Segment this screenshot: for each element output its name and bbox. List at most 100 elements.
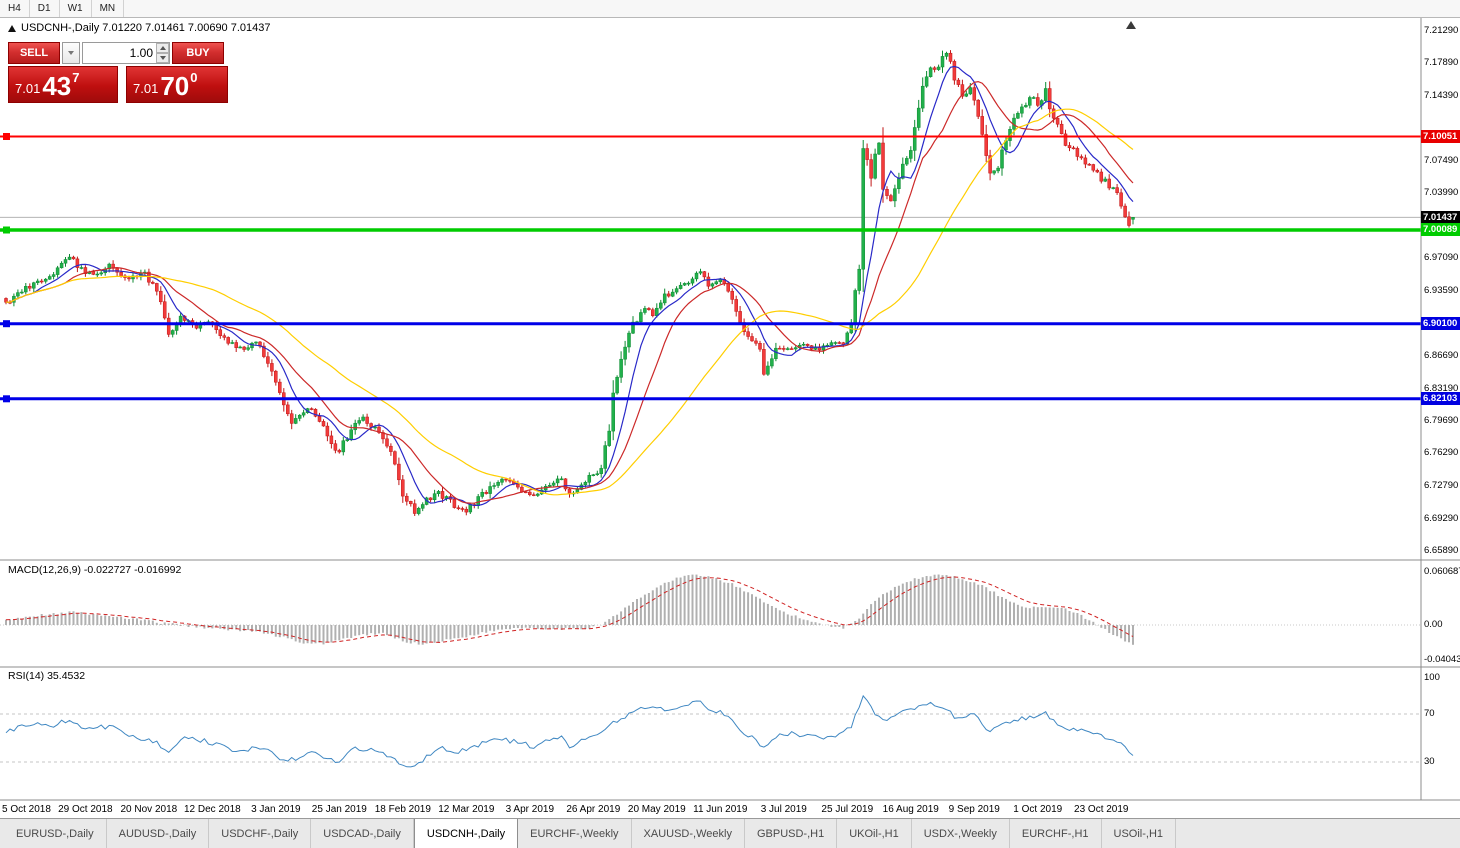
support-line-blue-upper-handle[interactable]	[3, 320, 10, 328]
price-chart-canvas[interactable]	[0, 18, 1460, 802]
price-axis-label: 7.17890	[1424, 56, 1459, 68]
timeframe-h4-button[interactable]: H4	[0, 0, 30, 17]
price-axis-label: 7.14390	[1424, 89, 1459, 101]
buy-price-pipette: 0	[190, 70, 198, 85]
sell-price-pipette: 7	[72, 70, 80, 85]
timeframe-mn-button[interactable]: MN	[92, 0, 125, 17]
price-axis-label: 6.79690	[1424, 415, 1459, 427]
buy-button[interactable]: BUY	[172, 42, 224, 64]
price-axis-label: 6.72790	[1424, 480, 1459, 492]
date-label: 26 Apr 2019	[566, 804, 621, 815]
date-label: 3 Apr 2019	[505, 804, 554, 815]
date-label: 29 Oct 2018	[58, 804, 113, 815]
buy-price-main: 70	[160, 71, 190, 102]
date-label: 25 Jul 2019	[821, 804, 874, 815]
chart-tab-usdchf-daily[interactable]: USDCHF-,Daily	[209, 819, 312, 848]
resistance-line-red-handle[interactable]	[3, 133, 10, 140]
volume-decrease-button[interactable]	[156, 53, 169, 63]
price-axis-label: 6.86690	[1424, 349, 1459, 361]
rsi-axis-label: 30	[1424, 756, 1435, 767]
date-label: 9 Sep 2019	[948, 804, 1000, 815]
date-label: 3 Jul 2019	[760, 804, 807, 815]
rsi-line	[5, 694, 1134, 768]
symbol-ohlc-text: USDCNH-,Daily 7.01220 7.01461 7.00690 7.…	[21, 22, 271, 34]
chart-tab-eurchf-weekly[interactable]: EURCHF-,Weekly	[518, 819, 632, 848]
chart-tab-usoil-h1[interactable]: USOil-,H1	[1102, 819, 1177, 848]
time-axis: 5 Oct 2018 29 Oct 2018 20 Nov 2018 12 Dec 2…	[0, 802, 1460, 818]
price-tag: 6.90100	[1421, 317, 1460, 331]
price-axis-label: 7.07490	[1424, 154, 1459, 166]
ma-fast-line	[6, 65, 1134, 506]
chart-tab-xauusd-weekly[interactable]: XAUUSD-,Weekly	[632, 819, 745, 848]
volume-increase-button[interactable]	[156, 43, 169, 53]
buy-price-prefix: 7.01	[133, 81, 159, 96]
chart-tab-bar: EURUSD-,Daily AUDUSD-,Daily USDCHF-,Daily U…	[0, 818, 1460, 848]
support-line-green-handle[interactable]	[3, 226, 10, 234]
macd-axis-label: 0.060687	[1424, 566, 1460, 577]
candles	[4, 50, 1135, 516]
price-axis-label: 6.97090	[1424, 252, 1459, 264]
chart-tab-usdcad-daily[interactable]: USDCAD-,Daily	[311, 819, 414, 848]
price-axis-label: 6.65890	[1424, 544, 1459, 556]
timeframe-w1-button[interactable]: W1	[60, 0, 92, 17]
volume-spinner	[156, 43, 169, 63]
trade-controls-row: SELL BUY	[8, 42, 228, 64]
chart-marker-icon	[8, 24, 16, 32]
price-tag: 6.82103	[1421, 392, 1460, 406]
chevron-down-icon	[68, 51, 74, 55]
symbol-info: USDCNH-,Daily 7.01220 7.01461 7.00690 7.…	[8, 22, 271, 34]
support-line-blue-lower-handle[interactable]	[3, 395, 10, 403]
rsi-axis-label: 100	[1424, 672, 1440, 683]
date-label: 23 Oct 2019	[1074, 804, 1129, 815]
price-tag: 7.10051	[1421, 129, 1460, 143]
chart-shift-marker-icon[interactable]	[1126, 21, 1136, 29]
buy-price-display[interactable]: 7.01 70 0	[126, 66, 228, 103]
price-tag: 7.01437	[1421, 210, 1460, 224]
volume-input[interactable]	[82, 42, 170, 64]
date-label: 1 Oct 2019	[1013, 804, 1063, 815]
chart-tab-eurusd-daily[interactable]: EURUSD-,Daily	[4, 819, 107, 848]
volume-field-wrap	[82, 42, 170, 64]
price-axis-label: 7.21290	[1424, 25, 1459, 36]
ma-slow-line	[6, 108, 1134, 496]
date-label: 3 Jan 2019	[251, 804, 301, 815]
macd-indicator-label: MACD(12,26,9) -0.022727 -0.016992	[8, 564, 182, 576]
macd-axis-label: 0.00	[1424, 619, 1443, 630]
date-label: 5 Oct 2018	[2, 804, 51, 815]
chart-tab-usdcnh-daily[interactable]: USDCNH-,Daily	[413, 819, 519, 848]
date-label: 16 Aug 2019	[882, 804, 939, 815]
date-label: 12 Dec 2018	[183, 804, 241, 815]
sell-button[interactable]: SELL	[8, 42, 60, 64]
date-label: 20 May 2019	[627, 804, 686, 815]
ma-mid-line	[6, 80, 1134, 504]
chart-tab-eurchf-h1[interactable]: EURCHF-,H1	[1010, 819, 1102, 848]
date-label: 12 Mar 2019	[438, 804, 495, 815]
macd-signal-line	[5, 576, 1134, 643]
price-axis-label: 6.93590	[1424, 284, 1459, 296]
timeframe-d1-button[interactable]: D1	[30, 0, 60, 17]
price-axis-label: 7.03990	[1424, 187, 1459, 199]
volume-dropdown-button[interactable]	[62, 42, 80, 64]
rsi-axis-label: 70	[1424, 708, 1435, 719]
price-axis-label: 6.69290	[1424, 513, 1459, 525]
chart-tab-gbpusd-h1[interactable]: GBPUSD-,H1	[745, 819, 838, 848]
sell-price-main: 43	[42, 71, 72, 102]
bid-ask-display: 7.01 43 7 7.01 70 0	[8, 66, 228, 103]
sell-price-prefix: 7.01	[15, 81, 41, 96]
sell-price-display[interactable]: 7.01 43 7	[8, 66, 118, 103]
date-label: 18 Feb 2019	[374, 804, 431, 815]
chart-window: USDCNH-,Daily 7.01220 7.01461 7.00690 7.…	[0, 18, 1460, 818]
price-axis-label: 6.76290	[1424, 447, 1459, 459]
date-label: 20 Nov 2018	[120, 804, 178, 815]
date-label: 11 Jun 2019	[693, 804, 748, 815]
macd-histogram	[5, 574, 1134, 645]
rsi-indicator-label: RSI(14) 35.4532	[8, 670, 86, 682]
chart-tab-audusd-daily[interactable]: AUDUSD-,Daily	[107, 819, 210, 848]
timeframe-toolbar: H4 D1 W1 MN	[0, 0, 1460, 18]
chart-tab-ukoil-h1[interactable]: UKOil-,H1	[837, 819, 912, 848]
price-axis-label: 6.83190	[1424, 382, 1459, 394]
chart-tab-usdx-weekly[interactable]: USDX-,Weekly	[912, 819, 1010, 848]
